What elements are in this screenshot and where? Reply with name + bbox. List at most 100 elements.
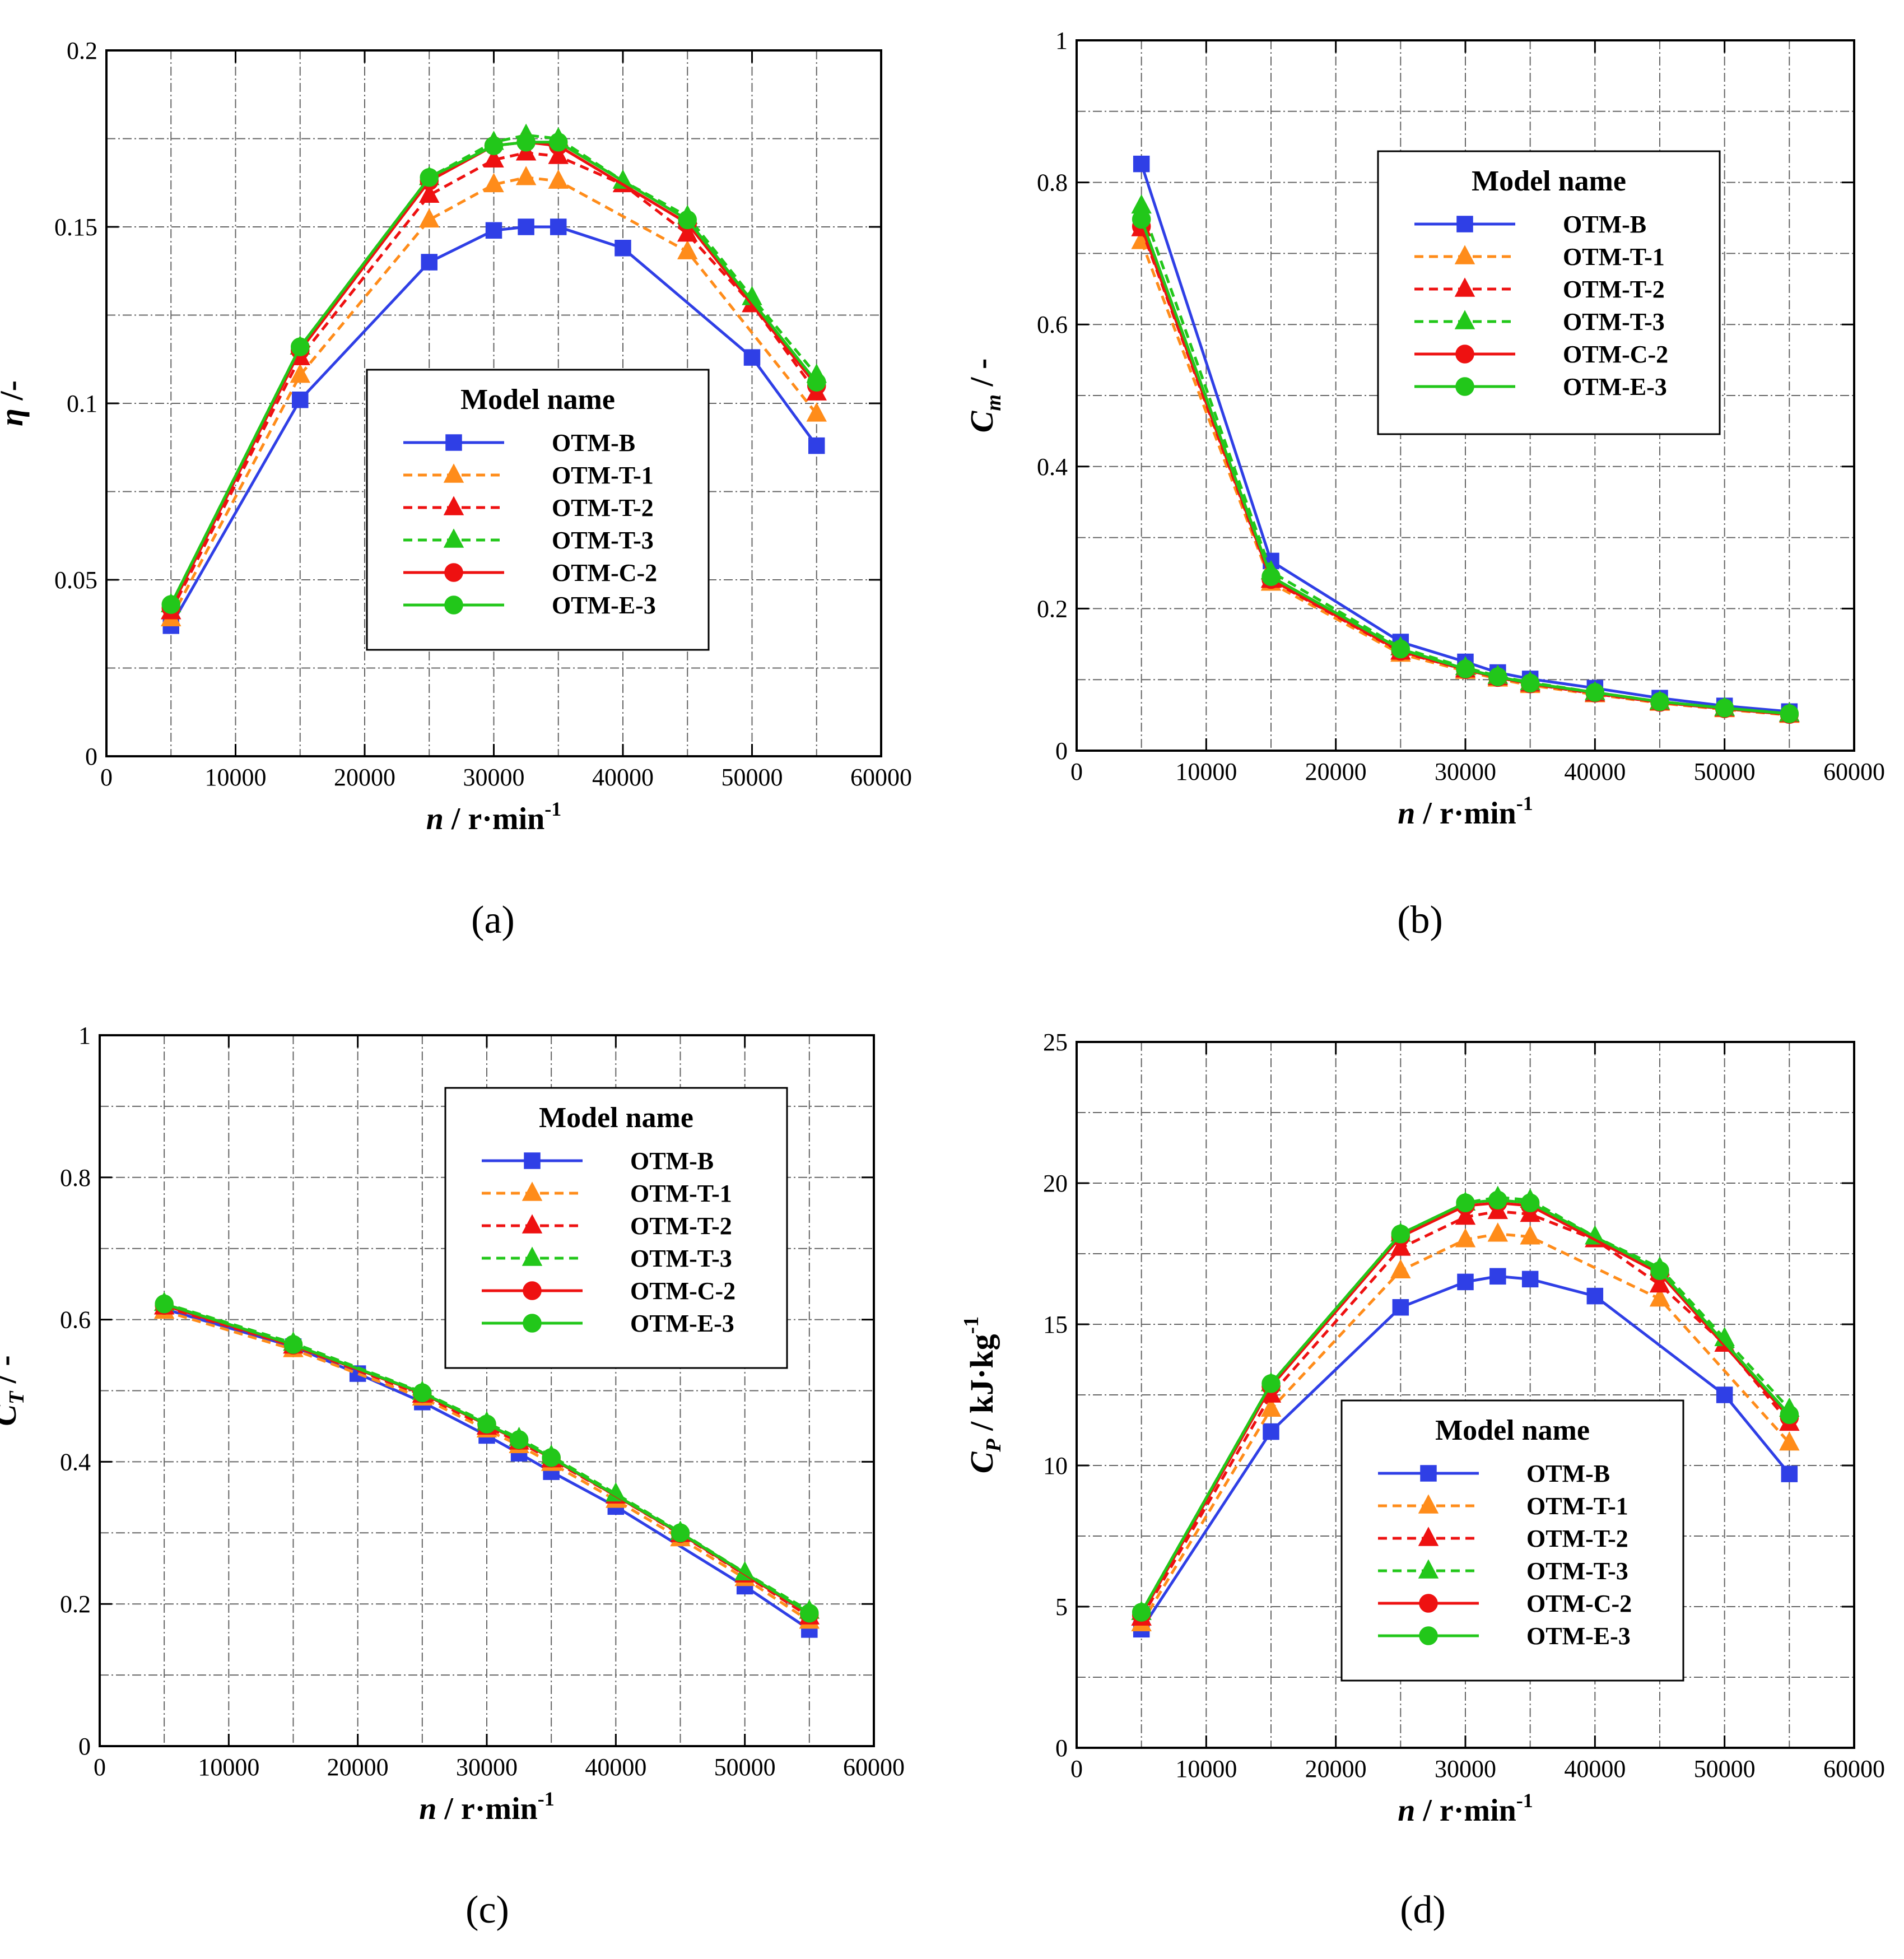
legend-entry-label: OTM-T-2 [1526,1525,1628,1552]
x-tick-label: 50000 [1694,1755,1756,1783]
data-point [1488,667,1507,686]
legend-swatch-marker [1420,1465,1437,1482]
x-tick-label: 50000 [714,1753,776,1781]
data-point [484,136,504,155]
legend-swatch-marker [444,595,463,615]
legend-entry-label: OTM-B [1526,1460,1610,1487]
chart-panel-1: 0 10000 20000 30000 40000 50000 60000 0 0.05 0.1 0… [0,37,912,942]
x-tick-label: 0 [100,764,113,791]
legend-entry-label: OTM-B [630,1147,714,1175]
x-axis-title-unit: / r·min [436,1792,537,1826]
series-otm-e-3 [161,133,826,614]
data-point [1780,704,1799,723]
legend-box [444,1087,788,1369]
legend-swatch-marker [1419,1626,1438,1645]
x-axis-title: n / r·min-1 [419,1788,555,1826]
legend-swatch-marker [1418,1527,1439,1546]
x-tick-label: 0 [1070,758,1083,785]
data-point [419,208,440,228]
y-axis-title-unit: / kJ·kg [963,1334,1000,1439]
x-tick-label: 60000 [1823,758,1885,785]
x-tick-label: 30000 [463,764,525,791]
legend-entry-label: OTM-T-1 [1526,1492,1628,1520]
data-point [615,240,631,257]
legend: Model name OTM-B OTM-T-1 OTM-T-2 OTM-T-3 OTM-… [1340,1399,1684,1682]
y-tick-label: 10 [1043,1452,1068,1479]
legend-swatch-marker [1456,216,1473,232]
y-axis-title-subscript: P [982,1439,1005,1453]
x-axis-title-symbol: n [419,1792,436,1826]
data-point [807,373,826,392]
data-point [483,173,504,193]
legend-swatch-marker [1455,377,1474,396]
legend-entry-label: OTM-T-3 [1563,308,1665,336]
legend-entry-label: OTM-T-2 [552,494,654,522]
legend-entry-label: OTM-B [552,429,635,457]
data-point [1520,1193,1540,1213]
legend-entry-label: OTM-C-2 [630,1277,735,1305]
series-line [1140,1195,1791,1613]
x-tick-label: 10000 [198,1753,259,1781]
chart-panel-2: 0 10000 20000 30000 40000 50000 60000 0 0.2 0.4 0.… [963,27,1885,942]
legend-title: Model name [1435,1414,1590,1446]
x-tick-label: 20000 [1305,1755,1367,1783]
x-tick-label: 60000 [1823,1755,1885,1783]
series-otm-b [162,218,825,634]
data-point [1521,1271,1539,1288]
x-axis-title: n / r·min-1 [426,798,562,836]
legend-entry-label: OTM-C-2 [1563,341,1668,368]
x-tick-label: 40000 [1564,758,1626,785]
y-tick-label: 0.6 [1037,311,1068,338]
data-point [518,218,534,235]
y-axis-title: η /- [0,380,30,426]
data-point [1260,1397,1282,1417]
x-tick-label: 0 [94,1753,106,1781]
panel-caption: (a) [471,899,515,942]
legend-entry-label: OTM-E-3 [630,1310,734,1337]
y-axis-title-exponent: -1 [960,1316,983,1334]
data-point [155,1294,174,1314]
series-otm-e-3 [155,1294,819,1623]
legend-entry-label: OTM-E-3 [1563,373,1667,401]
data-point [550,218,567,235]
data-point [1263,1423,1279,1440]
data-point [1715,699,1734,718]
y-tick-label: 0 [1055,1734,1068,1762]
x-tick-label: 10000 [1175,758,1237,785]
data-point [1132,1603,1151,1622]
x-axis-title: n / r·min-1 [1398,792,1533,831]
legend-entry-label: OTM-T-3 [630,1245,732,1272]
legend-swatch-marker [1454,245,1475,264]
y-axis-title-symbol: η [0,408,30,426]
legend-entry-label: OTM-T-1 [1563,243,1665,271]
y-tick-label: 0.2 [60,1590,91,1618]
x-tick-label: 10000 [1175,1755,1237,1783]
legend-entry-label: OTM-T-3 [552,527,654,554]
x-axis-title-exponent: -1 [1516,792,1533,815]
data-point [292,391,309,408]
data-point [1586,1287,1604,1305]
data-point [1650,692,1669,711]
legend-swatch-marker [1454,310,1475,329]
data-point [1133,155,1150,173]
y-tick-label: 1 [1055,27,1068,54]
legend-swatch-marker [524,1152,541,1169]
y-axis-title-unit: / - [0,1355,23,1391]
y-axis-title: CT / - [0,1355,29,1426]
legend-swatch-marker [445,434,462,451]
y-axis-title-subscript: m [982,394,1005,411]
y-axis-title-unit: / - [963,359,1000,394]
data-point [419,183,440,203]
y-tick-label: 0.6 [60,1306,91,1334]
x-tick-label: 30000 [456,1753,518,1781]
data-point [1649,1287,1670,1307]
data-point [808,437,825,454]
data-point [1456,659,1475,678]
legend-title: Model name [460,384,615,416]
data-point [671,1523,690,1543]
data-point [1261,1374,1281,1393]
legend-entry-label: OTM-T-3 [1526,1557,1628,1585]
chart-panel-3: 0 10000 20000 30000 40000 50000 60000 0 0.2 0.4 0.… [0,1022,905,1932]
legend-swatch-marker [522,1246,543,1266]
data-point [1132,210,1151,229]
